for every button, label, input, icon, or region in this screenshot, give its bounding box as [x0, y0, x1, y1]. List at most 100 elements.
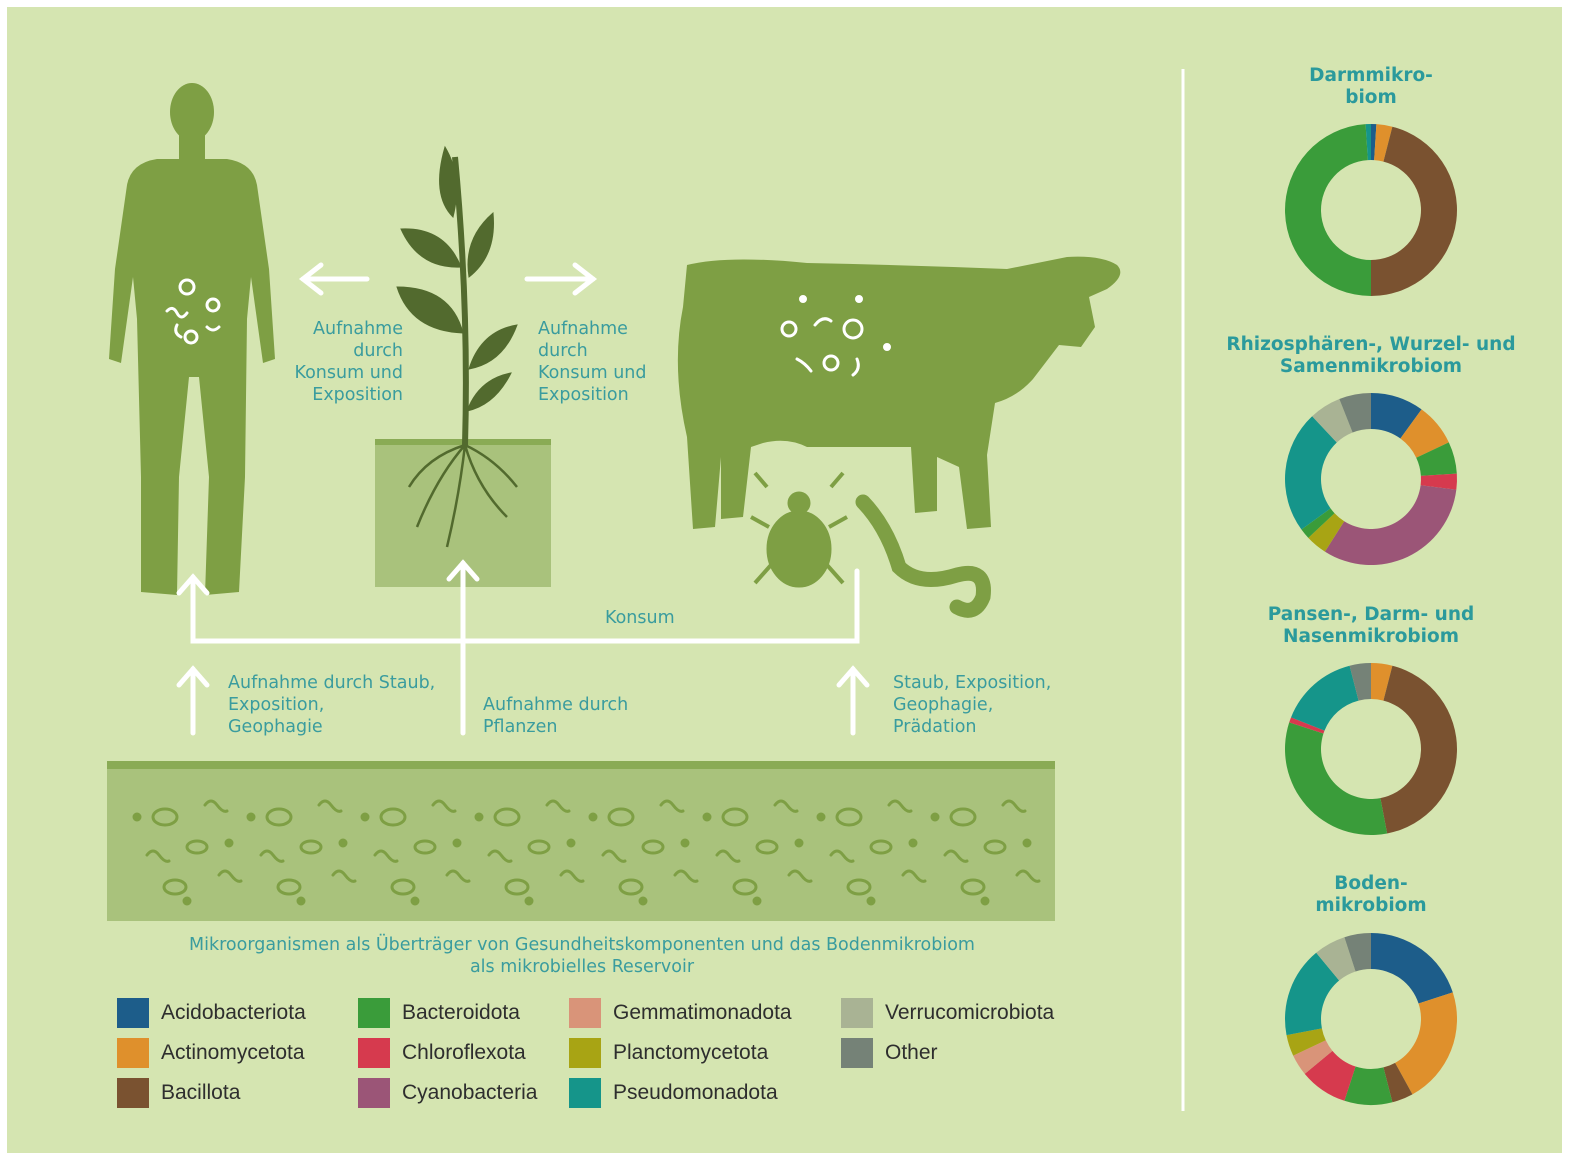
donut-slice-bacteroidota — [1416, 442, 1457, 476]
cow-gut-microbes-icon — [780, 295, 891, 377]
legend-item-chloroflexota: Chloroflexota — [358, 1038, 526, 1068]
donut-charts — [1284, 124, 1458, 1105]
coccus-icon — [224, 838, 234, 848]
donut-slice-actinomycetota — [1395, 992, 1457, 1095]
bacterium-icon — [527, 839, 551, 855]
bacterium-icon — [732, 878, 758, 896]
legend-item-other: Other — [841, 1038, 938, 1068]
legend-swatch — [117, 1038, 149, 1068]
rod-bacterium-icon — [1015, 869, 1041, 883]
donut-slice-bacteroidota — [1301, 508, 1335, 538]
human-gut-microbes-icon — [165, 278, 221, 345]
chart-title-boden: Boden- mikrobiom — [1315, 873, 1427, 916]
donut-slice-actinomycetota — [1371, 663, 1393, 701]
bacterium-icon — [185, 839, 209, 855]
arrow-soil-to-animals — [836, 665, 870, 736]
rod-bacterium-icon — [445, 869, 471, 883]
rod-bacterium-icon — [673, 869, 699, 883]
bacterium-icon — [869, 839, 893, 855]
cow-silhouette-icon — [677, 256, 1121, 529]
coccus-icon — [1022, 838, 1032, 848]
rod-bacterium-icon — [331, 869, 357, 883]
rod-bacterium-icon — [317, 799, 343, 813]
rod-bacterium-icon — [259, 849, 285, 863]
bacterium-icon — [846, 878, 872, 896]
coccus-icon — [296, 896, 306, 906]
legend-item-bacteroidota: Bacteroidota — [358, 998, 520, 1028]
legend-swatch — [569, 1038, 601, 1068]
rod-bacterium-icon — [901, 869, 927, 883]
rod-bacterium-icon — [373, 849, 399, 863]
donut-slice-gemmatimonadota — [1293, 1040, 1333, 1074]
chart-title-rhizosphaere: Rhizosphären-, Wurzel- und Samenmikrobio… — [1226, 334, 1516, 377]
bacterium-icon — [607, 807, 635, 827]
donut-slice-actinomycetota — [1400, 409, 1449, 458]
arrow-plant-to-human — [298, 262, 370, 296]
arrow-soil-to-human — [176, 665, 210, 736]
beetle-icon — [750, 471, 848, 588]
bacterium-icon — [983, 839, 1007, 855]
bacterium-icon — [835, 807, 863, 827]
rod-bacterium-icon — [217, 869, 243, 883]
coccus-icon — [980, 896, 990, 906]
rod-bacterium-icon — [601, 849, 627, 863]
bacterium-icon — [265, 807, 293, 827]
coccus-icon — [680, 838, 690, 848]
legend-item-acidobacteriota: Acidobacteriota — [117, 998, 306, 1028]
legend-swatch — [358, 1038, 390, 1068]
coccus-icon — [452, 838, 462, 848]
legend-swatch — [358, 998, 390, 1028]
legend-swatch — [117, 998, 149, 1028]
donut-slice-chloroflexota — [1420, 473, 1457, 490]
donut-slice-other — [1344, 933, 1371, 972]
donut-slice-pseudomonadota — [1291, 665, 1359, 731]
coccus-icon — [908, 838, 918, 848]
coccus-icon — [566, 838, 576, 848]
donut-slice-bacteroidota — [1284, 722, 1388, 835]
rod-bacterium-icon — [559, 869, 585, 883]
rod-bacterium-icon — [829, 849, 855, 863]
bacterium-icon — [721, 807, 749, 827]
donut-slice-actinomycetota — [1374, 124, 1393, 162]
bacterium-icon — [641, 839, 665, 855]
soil-microbes-icon — [132, 799, 1041, 906]
coccus-icon — [338, 838, 348, 848]
legend-item-verrucomicrobiota: Verrucomicrobiota — [841, 998, 1054, 1028]
coccus-icon — [246, 812, 256, 822]
coccus-icon — [588, 812, 598, 822]
bacterium-icon — [299, 839, 323, 855]
label-cow-uptake: Aufnahme durch Konsum und Exposition — [538, 319, 647, 405]
coccus-icon — [930, 812, 940, 822]
legend-swatch — [841, 1038, 873, 1068]
plant-icon — [396, 145, 518, 548]
donut-slice-bacillota — [1383, 1062, 1413, 1103]
arrow-plant-to-cow — [524, 262, 598, 296]
donut-slice-planctomycetota — [1308, 513, 1345, 552]
bacterium-icon — [390, 878, 416, 896]
coccus-icon — [816, 812, 826, 822]
donut-slice-other — [1349, 663, 1371, 701]
donut-slice-pseudomonadota — [1365, 124, 1371, 161]
bacterium-icon — [960, 878, 986, 896]
coccus-icon — [474, 812, 484, 822]
legend-item-pseudomonadota: Pseudomonadota — [569, 1078, 778, 1108]
legend-item-gemmatimonadota: Gemmatimonadota — [569, 998, 792, 1028]
chart-title-pansen: Pansen-, Darm- und Nasenmikrobiom — [1267, 604, 1475, 647]
rod-bacterium-icon — [545, 799, 571, 813]
rod-bacterium-icon — [943, 849, 969, 863]
donut-slice-pseudomonadota — [1285, 952, 1340, 1036]
donut-slice-chloroflexota — [1289, 717, 1325, 734]
bacterium-icon — [949, 807, 977, 827]
donut-slice-bacteroidota — [1344, 1066, 1393, 1105]
rod-bacterium-icon — [203, 799, 229, 813]
rod-bacterium-icon — [1001, 799, 1027, 813]
donut-slice-acidobacteriota — [1371, 933, 1453, 1004]
label-konsum: Konsum — [605, 608, 675, 628]
bacterium-icon — [618, 878, 644, 896]
coccus-icon — [360, 812, 370, 822]
coccus-icon — [182, 896, 192, 906]
rod-bacterium-icon — [431, 799, 457, 813]
donut-slice-pseudomonadota — [1285, 416, 1337, 530]
konsum-connector — [176, 559, 860, 736]
rod-bacterium-icon — [487, 849, 513, 863]
